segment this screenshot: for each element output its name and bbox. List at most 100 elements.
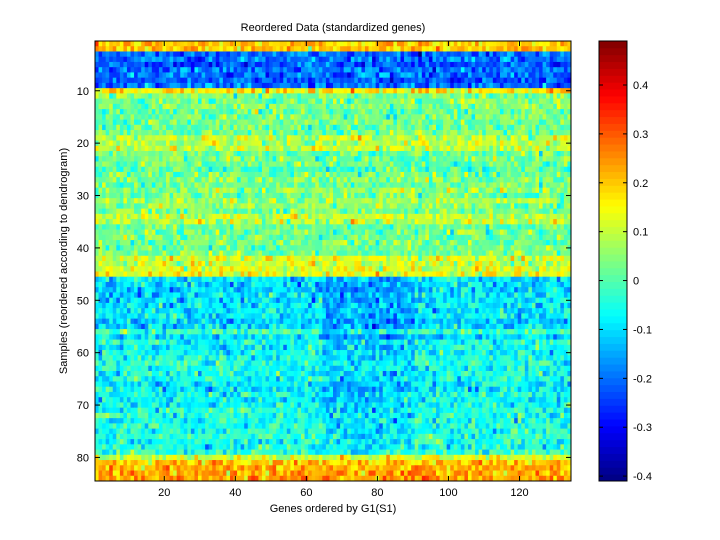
heatmap-cell — [126, 135, 131, 141]
heatmap-cell — [251, 77, 256, 84]
heatmap-cell — [411, 109, 416, 115]
heatmap-cell — [190, 161, 195, 168]
heatmap-cell — [347, 98, 352, 105]
heatmap-cell — [428, 192, 433, 199]
heatmap-cell — [421, 219, 426, 225]
heatmap-cell — [556, 114, 561, 120]
heatmap-cell — [254, 130, 259, 136]
heatmap-cell — [311, 109, 316, 115]
heatmap-cell — [123, 187, 128, 194]
heatmap-cell — [173, 145, 178, 152]
heatmap-cell — [340, 72, 345, 79]
heatmap-cell — [261, 140, 266, 147]
heatmap-cell — [112, 234, 117, 241]
heatmap-cell — [304, 93, 309, 100]
heatmap-cell — [162, 61, 167, 68]
heatmap-cell — [276, 198, 281, 204]
heatmap-cell — [499, 61, 504, 68]
heatmap-cell — [361, 145, 366, 152]
heatmap-cell — [229, 82, 234, 89]
heatmap-cell — [489, 198, 494, 204]
heatmap-cell — [229, 77, 234, 84]
heatmap-cell — [176, 41, 181, 47]
heatmap-cell — [322, 224, 327, 230]
heatmap-cell — [542, 67, 547, 73]
heatmap-cell — [265, 198, 270, 204]
heatmap-cell — [311, 229, 316, 236]
heatmap-cell — [556, 98, 561, 105]
heatmap-cell — [162, 166, 167, 173]
heatmap-cell — [219, 72, 224, 79]
heatmap-cell — [379, 208, 384, 215]
heatmap-cell — [247, 161, 252, 168]
heatmap-cell — [528, 56, 533, 63]
heatmap-cell — [318, 198, 323, 204]
heatmap-cell — [361, 41, 366, 47]
heatmap-cell — [176, 171, 181, 178]
heatmap-cell — [563, 171, 568, 178]
heatmap-cell — [414, 77, 419, 84]
heatmap-cell — [155, 166, 160, 173]
heatmap-cell — [308, 103, 313, 110]
heatmap-cell — [375, 61, 380, 68]
heatmap-cell — [158, 130, 163, 136]
heatmap-cell — [130, 208, 135, 215]
heatmap-cell — [183, 124, 188, 131]
heatmap-cell — [464, 166, 469, 173]
heatmap-cell — [556, 135, 561, 141]
heatmap-cell — [98, 229, 103, 236]
heatmap-cell — [514, 203, 519, 210]
heatmap-cell — [539, 51, 543, 58]
heatmap-cell — [169, 72, 174, 79]
heatmap-cell — [134, 61, 139, 68]
heatmap-cell — [183, 130, 188, 136]
heatmap-cell — [553, 103, 558, 110]
heatmap-cell — [418, 182, 423, 189]
heatmap-cell — [489, 77, 494, 84]
heatmap-cell — [329, 203, 334, 210]
heatmap-cell — [357, 93, 362, 100]
heatmap-cell — [439, 140, 444, 147]
heatmap-cell — [546, 124, 551, 131]
heatmap-cell — [347, 88, 352, 94]
heatmap-cell — [318, 208, 323, 215]
heatmap-cell — [215, 213, 220, 220]
heatmap-cell — [361, 46, 366, 52]
heatmap-cell — [464, 171, 469, 178]
heatmap-cell — [137, 98, 142, 105]
heatmap-cell — [492, 192, 497, 199]
heatmap-cell — [198, 234, 202, 241]
heatmap-cell — [446, 56, 451, 63]
heatmap-cell — [482, 124, 487, 131]
heatmap-cell — [389, 213, 394, 220]
heatmap-cell — [183, 109, 188, 115]
heatmap-cell — [180, 72, 185, 79]
heatmap-cell — [478, 98, 483, 105]
heatmap-cell — [201, 41, 206, 47]
heatmap-cell — [411, 72, 416, 79]
heatmap-cell — [233, 161, 238, 168]
heatmap-cell — [446, 177, 451, 183]
heatmap-cell — [567, 119, 572, 126]
heatmap-cell — [222, 51, 227, 58]
heatmap-cell — [546, 67, 551, 73]
heatmap-cell — [439, 187, 444, 194]
heatmap-cell — [361, 51, 366, 58]
heatmap-cell — [198, 72, 202, 79]
heatmap-cell — [418, 224, 423, 230]
heatmap-cell — [229, 208, 234, 215]
heatmap-cell — [553, 177, 558, 183]
heatmap-cell — [432, 161, 437, 168]
heatmap-cell — [535, 187, 540, 194]
heatmap-cell — [443, 203, 448, 210]
heatmap-cell — [137, 203, 142, 210]
heatmap-cell — [368, 93, 373, 100]
heatmap-cell — [297, 109, 302, 115]
heatmap-cell — [116, 61, 121, 68]
heatmap-cell — [297, 61, 302, 68]
heatmap-cell — [485, 114, 490, 120]
heatmap-cell — [517, 56, 522, 63]
heatmap-cell — [464, 219, 469, 225]
heatmap-cell — [105, 187, 110, 194]
heatmap-cell — [524, 56, 529, 63]
